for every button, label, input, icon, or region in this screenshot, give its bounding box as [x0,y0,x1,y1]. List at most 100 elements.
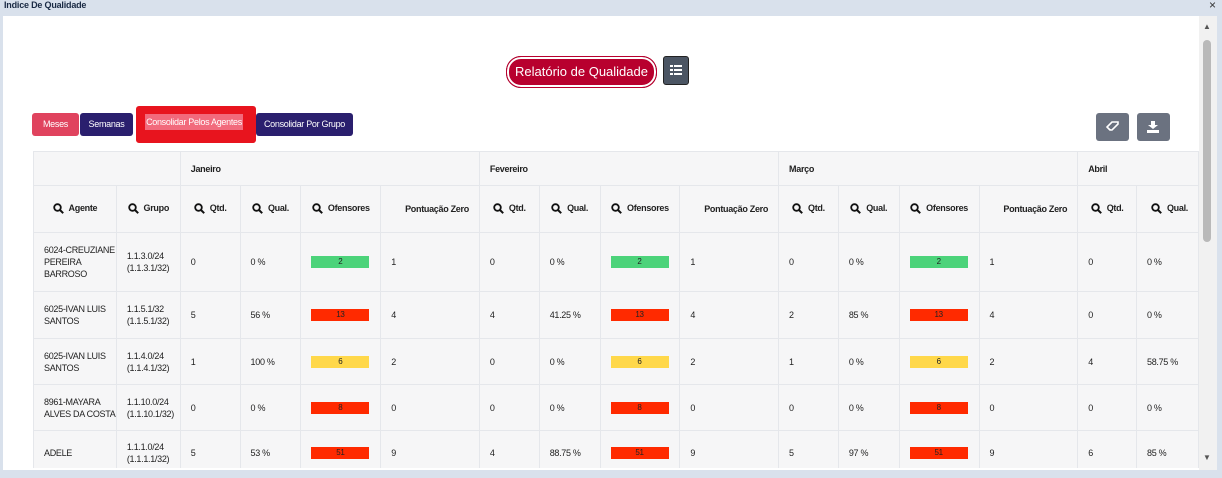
pontuacao-zero-cell: 1 [380,232,480,292]
column-header-qual: Qual. [837,185,900,233]
column-header-qtd: Qtd. [478,185,540,233]
ofensores-badge[interactable]: 8 [610,401,669,414]
qtd-cell: 0 [478,338,540,385]
window-title: Indice De Qualidade [4,0,87,10]
download-button[interactable] [1137,113,1170,141]
ofensores-badge[interactable]: 2 [610,256,669,268]
column-header-qual-label: Qual. [567,203,589,213]
ofensores-badge[interactable]: 8 [311,401,370,414]
ofensores-badge[interactable]: 2 [311,256,370,268]
column-header-agente-label: Agente [68,203,98,213]
ofensores-badge[interactable]: 6 [610,355,669,368]
search-icon[interactable] [52,202,64,214]
search-icon[interactable] [611,202,622,214]
quality-table: Janeiro Fevereiro Março Abril Agente Grup… [33,151,1199,470]
search-icon[interactable] [493,202,504,214]
ofensores-badge[interactable]: 13 [610,309,669,321]
close-icon[interactable]: × [1208,0,1216,12]
search-icon[interactable] [194,202,205,214]
qtd-cell: 0 [1077,384,1137,431]
qtd-cell: 2 [778,291,839,339]
search-icon[interactable] [127,202,139,214]
eraser-button[interactable] [1096,113,1129,141]
table-row[interactable]: 6025-IVAN LUIS SANTOS 1.1.5.1/32 (1.1.5.1… [33,291,1199,339]
pontuacao-zero-cell: 9 [679,430,780,470]
pontuacao-zero-cell: 0 [978,384,1079,431]
qual-cell: 58.75 % [1135,338,1199,385]
scroll-up-icon[interactable]: ▲ [1203,22,1211,31]
tab-consolidar-agentes[interactable]: Consolidar Pelos Agentes [136,106,256,143]
search-icon[interactable] [312,202,323,214]
qual-cell: 100 % [239,338,302,385]
column-header-grupo: Grupo [115,185,181,233]
ofensores-cell: 8 [300,384,382,431]
search-icon[interactable] [792,202,803,214]
column-header-qtd: Qtd. [179,185,241,233]
report-title-button[interactable]: Relatório de Qualidade [506,56,657,88]
qtd-cell: 0 [478,232,540,292]
qtd-cell: 0 [478,384,540,431]
main-panel: Relatório de Qualidade Meses Semanas Con… [3,16,1199,470]
ofensores-cell: 51 [898,430,980,470]
qtd-cell: 4 [478,430,540,470]
pontuacao-zero-cell: 4 [679,291,780,339]
qual-cell: 0 % [837,384,900,431]
tab-consolidar-grupo[interactable]: Consolidar Por Grupo [256,113,353,136]
ofensores-badge[interactable]: 13 [909,309,968,321]
column-header-ofensores-label: Ofensores [926,203,968,213]
qual-cell: 0 % [837,338,900,385]
qtd-cell: 4 [478,291,540,339]
search-icon[interactable] [850,202,862,214]
month-header-abril: Abril [1077,151,1199,186]
pontuacao-zero-cell: 2 [380,338,480,385]
ofensores-badge[interactable]: 13 [311,309,370,321]
scrollbar-thumb[interactable] [1203,40,1211,242]
search-icon[interactable] [252,202,263,214]
ofensores-badge[interactable]: 8 [909,401,968,414]
qual-cell: 0 % [1135,384,1199,431]
search-icon[interactable] [910,202,922,214]
ofensores-cell: 2 [300,232,382,292]
ofensores-badge[interactable]: 51 [909,447,968,459]
ofensores-badge[interactable]: 2 [909,256,968,268]
tab-meses[interactable]: Meses [32,113,79,136]
search-icon[interactable] [551,202,562,214]
column-header-qtd: Qtd. [1077,185,1137,233]
qtd-cell: 0 [778,232,839,292]
ofensores-cell: 13 [300,291,382,339]
qtd-cell: 5 [179,430,241,470]
qual-cell: 85 % [1135,430,1199,470]
pontuacao-zero-cell: 0 [679,384,780,431]
search-icon[interactable] [1151,202,1162,214]
table-row[interactable]: 6025-IVAN LUIS SANTOS 1.1.4.0/24 (1.1.4.1… [33,338,1199,385]
qual-cell: 85 % [837,291,900,339]
group-cell: 1.1.5.1/32 (1.1.5.1/32) [115,291,181,339]
ofensores-cell: 13 [599,291,681,339]
table-row[interactable]: 6024-CREUZIANE PEREIRA BARROSO 1.1.3.0/24… [33,232,1199,292]
agent-name-cell: 6025-IVAN LUIS SANTOS [33,338,117,385]
ofensores-cell: 13 [898,291,980,339]
column-header-ofensores: Ofensores [300,185,382,233]
column-header-ofensores-label: Ofensores [627,203,669,213]
ofensores-badge[interactable]: 51 [610,447,669,459]
qtd-cell: 0 [778,384,839,431]
pontuacao-zero-cell: 4 [978,291,1079,339]
column-header-qual: Qual. [1135,185,1199,233]
qtd-cell: 5 [778,430,839,470]
window-titlebar: Indice De Qualidade × [0,0,1222,14]
search-icon[interactable] [1090,202,1102,214]
ofensores-badge[interactable]: 6 [909,355,968,368]
qual-cell: 88.75 % [538,430,601,470]
scroll-down-icon[interactable]: ▼ [1203,453,1211,462]
tab-semanas[interactable]: Semanas [80,113,133,136]
table-row[interactable]: 8961-MAYARA ALVES DA COSTA 1.1.10.0/24 (1… [33,384,1199,431]
column-header-grupo-label: Grupo [143,203,170,213]
table-row[interactable]: ADELE 1.1.1.0/24 (1.1.1.1/32) 5 53 % 51 9 4 88.… [33,430,1199,470]
qual-cell: 0 % [538,338,601,385]
ofensores-badge[interactable]: 51 [311,447,370,459]
grid-icon[interactable] [663,56,689,85]
ofensores-badge[interactable]: 6 [311,355,370,368]
ofensores-cell: 8 [898,384,980,431]
vertical-scrollbar[interactable]: ▲ ▼ [1199,16,1217,470]
ofensores-cell: 6 [898,338,980,385]
